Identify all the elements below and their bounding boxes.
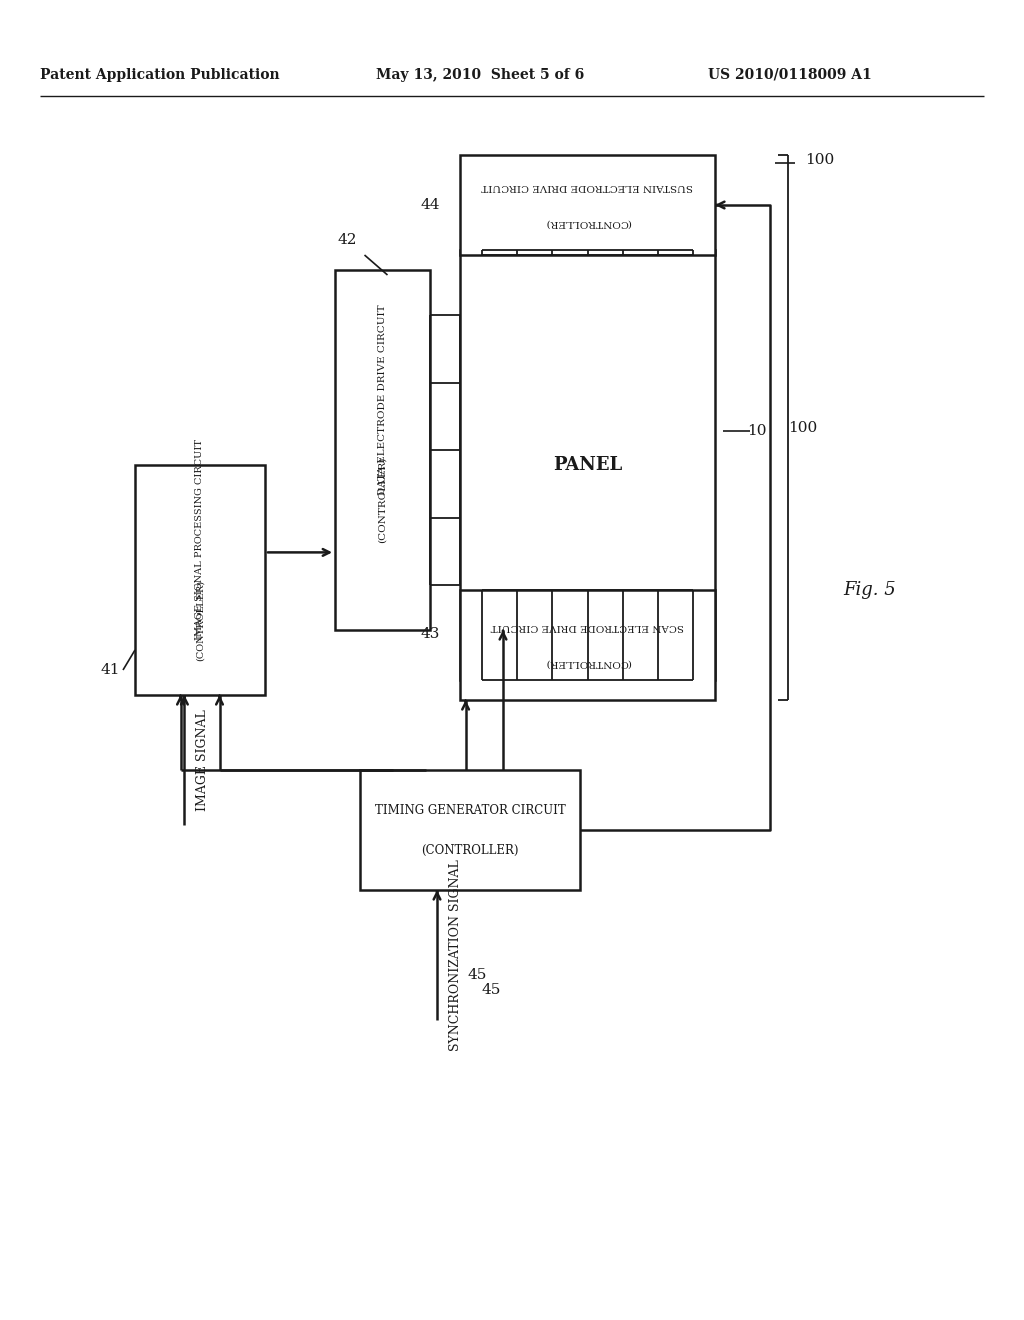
Text: 45: 45 — [482, 983, 502, 997]
Text: SUSTAIN ELECTRODE DRIVE CIRCUIT: SUSTAIN ELECTRODE DRIVE CIRCUIT — [481, 182, 693, 191]
Text: Fig. 5: Fig. 5 — [844, 581, 896, 599]
Text: 43: 43 — [420, 627, 439, 642]
Text: IMAGE SIGNAL PROCESSING CIRCUIT: IMAGE SIGNAL PROCESSING CIRCUIT — [196, 440, 205, 640]
Text: Patent Application Publication: Patent Application Publication — [40, 69, 280, 82]
Text: SYNCHRONIZATION SIGNAL: SYNCHRONIZATION SIGNAL — [449, 859, 462, 1051]
Text: 42: 42 — [338, 234, 357, 247]
Text: (CONTROLLER): (CONTROLLER) — [545, 219, 631, 227]
Bar — [460, 590, 715, 700]
Text: SCAN ELECTRODE DRIVE CIRCUIT: SCAN ELECTRODE DRIVE CIRCUIT — [490, 623, 684, 631]
Bar — [460, 154, 715, 255]
Text: 10: 10 — [748, 424, 767, 438]
Text: May 13, 2010  Sheet 5 of 6: May 13, 2010 Sheet 5 of 6 — [376, 69, 584, 82]
Text: (CONTROLLER): (CONTROLLER) — [421, 843, 519, 857]
Text: (CONTROLLER): (CONTROLLER) — [545, 659, 631, 668]
Text: IMAGE SIGNAL: IMAGE SIGNAL — [197, 709, 209, 810]
Bar — [460, 249, 715, 680]
Text: 100: 100 — [805, 153, 835, 168]
Bar — [335, 271, 430, 630]
Text: 44: 44 — [420, 198, 439, 213]
Text: DATA ELECTRODE DRIVE CIRCUIT: DATA ELECTRODE DRIVE CIRCUIT — [378, 305, 387, 495]
Bar — [135, 465, 265, 696]
Text: (CONTROLLER): (CONTROLLER) — [196, 579, 205, 660]
Text: 100: 100 — [788, 421, 817, 434]
Text: TIMING GENERATOR CIRCUIT: TIMING GENERATOR CIRCUIT — [375, 804, 565, 817]
Text: (CONTROLLER): (CONTROLLER) — [378, 457, 387, 544]
Text: 41: 41 — [100, 663, 120, 677]
Text: 45: 45 — [467, 968, 486, 982]
Bar — [360, 770, 580, 890]
Text: PANEL: PANEL — [553, 455, 623, 474]
Text: US 2010/0118009 A1: US 2010/0118009 A1 — [709, 69, 871, 82]
